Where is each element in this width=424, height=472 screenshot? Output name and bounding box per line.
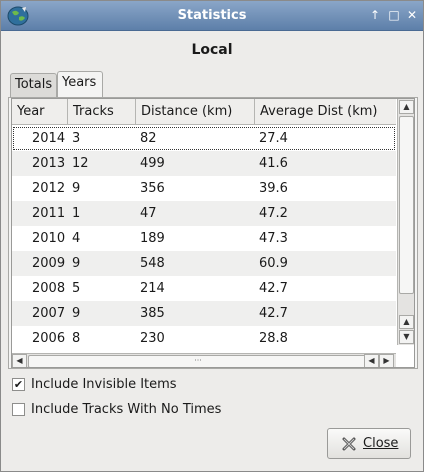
average-dist-cell: 41.6 [259,156,288,171]
title-bar[interactable]: Statistics ↑ □ ✕ [1,1,423,31]
table-row[interactable]: 2010 4 189 47.3 [12,226,396,251]
close-x-icon [342,437,356,451]
shade-window-button[interactable]: ↑ [369,8,381,22]
year-cell: 2011 [32,206,66,221]
close-button-label: Close [363,436,399,451]
average-dist-cell: 60.9 [259,256,288,271]
year-cell: 2006 [32,331,66,346]
table-row[interactable]: 2008 5 214 42.7 [12,276,396,301]
table-row[interactable]: 2009 9 548 60.9 [12,251,396,276]
year-cell: 2009 [32,256,66,271]
table-row[interactable]: 2007 9 385 42.7 [12,301,396,326]
tracks-cell: 3 [72,131,81,146]
average-dist-cell: 47.3 [259,231,288,246]
include-no-times-checkbox[interactable] [12,403,25,416]
tracks-cell: 9 [72,306,81,321]
column-header-tracks[interactable]: Tracks [68,99,136,125]
close-window-button[interactable]: ✕ [406,8,418,22]
scroll-down-arrow-icon[interactable]: ▼ [399,330,414,344]
distance-cell: 356 [140,181,165,196]
scroll-up-small-arrow-icon[interactable]: ▲ [399,315,414,329]
include-invisible-label: Include Invisible Items [31,377,177,392]
average-dist-cell: 39.6 [259,181,288,196]
year-cell: 2007 [32,306,66,321]
column-header-year[interactable]: Year [12,99,68,125]
average-dist-cell: 42.7 [259,306,288,321]
tracks-cell: 4 [72,231,81,246]
include-no-times-label: Include Tracks With No Times [31,402,222,417]
year-cell: 2012 [32,181,66,196]
year-cell: 2008 [32,281,66,296]
table-row[interactable]: 2014 3 82 27.4 [12,126,396,151]
table-header: Year Tracks Distance (km) Average Dist (… [12,99,396,125]
year-cell: 2010 [32,231,66,246]
tracks-cell: 8 [72,331,81,346]
distance-cell: 214 [140,281,165,296]
tracks-cell: 9 [72,256,81,271]
vertical-scrollbar[interactable]: ▲ ▲ ▼ [397,99,414,345]
average-dist-cell: 42.7 [259,281,288,296]
average-dist-cell: 27.4 [259,131,288,146]
tab-years[interactable]: Years [57,71,103,97]
distance-cell: 548 [140,256,165,271]
average-dist-cell: 28.8 [259,331,288,346]
tab-years-label: Years [62,75,97,90]
average-dist-cell: 47.2 [259,206,288,221]
close-button[interactable]: Close [327,428,411,459]
include-invisible-checkbox[interactable]: ✔ [12,378,25,391]
column-header-average-dist[interactable]: Average Dist (km) [260,104,378,119]
table-row[interactable]: 2012 9 356 39.6 [12,176,396,201]
app-globe-icon [7,6,29,26]
distance-cell: 499 [140,156,165,171]
tracks-cell: 5 [72,281,81,296]
distance-cell: 385 [140,306,165,321]
table-row[interactable]: 2006 8 230 28.8 [12,326,396,351]
tracks-cell: 9 [72,181,81,196]
horizontal-scroll-thumb[interactable]: ··· [28,355,368,367]
scroll-up-arrow-icon[interactable]: ▲ [399,100,414,114]
maximize-window-button[interactable]: □ [388,8,400,22]
window-title: Statistics [177,8,247,23]
tracks-cell: 12 [72,156,89,171]
year-cell: 2013 [32,156,66,171]
distance-cell: 47 [140,206,157,221]
vertical-scroll-thumb[interactable] [399,116,414,294]
year-cell: 2014 [32,131,66,146]
table-row[interactable]: 2011 1 47 47.2 [12,201,396,226]
distance-cell: 82 [140,131,157,146]
tab-totals-label: Totals [15,77,53,92]
tab-totals[interactable]: Totals [10,73,57,97]
column-header-distance[interactable]: Distance (km) [136,99,255,125]
table-body: 2014 3 82 27.4 2013 12 499 41.6 2012 9 3… [12,126,396,351]
table-row[interactable]: 2013 12 499 41.6 [12,151,396,176]
tracks-cell: 1 [72,206,81,221]
distance-cell: 189 [140,231,165,246]
horizontal-scrollbar[interactable]: ◀ ··· ◀ ▶ [12,353,396,367]
scroll-left-small-arrow-icon[interactable]: ◀ [364,354,379,367]
distance-cell: 230 [140,331,165,346]
page-heading: Local [191,42,233,58]
scroll-left-arrow-icon[interactable]: ◀ [12,354,27,367]
scroll-right-arrow-icon[interactable]: ▶ [379,354,394,367]
years-table: Year Tracks Distance (km) Average Dist (… [11,98,415,368]
